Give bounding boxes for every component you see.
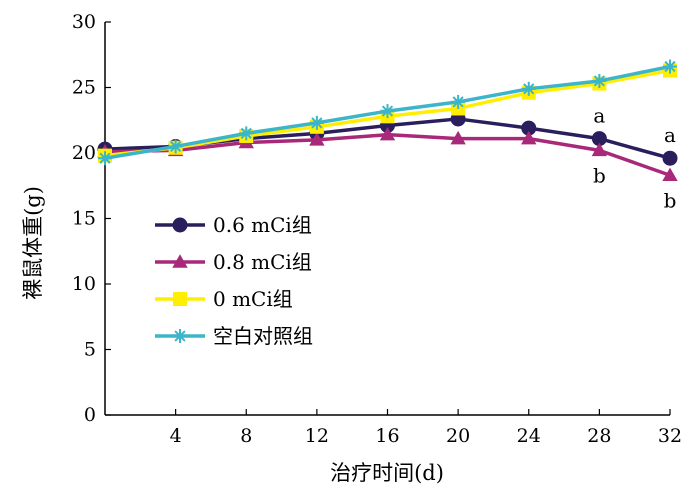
x-tick-label: 8 — [240, 425, 252, 447]
data-point-triangle — [591, 142, 608, 157]
x-tick-label: 24 — [517, 425, 541, 447]
annotation-label: b — [664, 188, 677, 212]
annotation-label: b — [593, 163, 606, 187]
data-point-triangle — [521, 130, 537, 145]
x-tick-label: 12 — [305, 425, 329, 447]
y-axis-title: 裸鼠体重(g) — [21, 186, 45, 300]
annotation-label: a — [593, 104, 605, 128]
y-tick-label: 15 — [72, 208, 96, 230]
x-axis-title: 治疗时间(d) — [330, 461, 444, 485]
data-point-asterisk — [592, 73, 607, 88]
data-point-asterisk — [380, 104, 395, 119]
data-point-asterisk — [309, 115, 324, 130]
legend-label: 0 mCi组 — [213, 287, 293, 311]
x-tick-label: 4 — [170, 425, 182, 447]
asterisk-stroke — [593, 75, 605, 87]
asterisk-stroke — [381, 105, 394, 117]
data-point-triangle — [450, 130, 466, 145]
y-tick-label: 10 — [72, 273, 96, 295]
legend-label: 0.6 mCi组 — [213, 213, 312, 237]
data-point-square — [173, 292, 187, 306]
asterisk-stroke — [240, 127, 252, 139]
annotation-layer: a b a b — [593, 104, 676, 213]
data-point-triangle — [172, 254, 188, 268]
y-tick-label: 5 — [84, 339, 96, 361]
data-point-asterisk — [663, 59, 677, 74]
x-tick-label: 16 — [375, 425, 399, 447]
legend-item-2: 0 mCi组 — [155, 287, 293, 311]
data-point-circle — [662, 150, 678, 166]
series-line — [104, 132, 671, 177]
legend-label: 0.8 mCi组 — [213, 250, 312, 274]
legend-label: 空白对照组 — [213, 324, 313, 348]
series-1 — [97, 126, 678, 182]
y-tick-label: 20 — [72, 142, 96, 164]
series-layer — [97, 59, 678, 182]
data-point-triangle — [662, 167, 678, 182]
asterisk-stroke — [452, 96, 464, 108]
y-tick-label: 25 — [72, 77, 96, 99]
axes: 0 5 10 15 20 25 30 4 8 12 16 20 24 28 32 — [72, 11, 682, 447]
legend-item-1: 0.8 mCi组 — [155, 250, 312, 274]
legend-item-3: 空白对照组 — [155, 324, 313, 348]
data-point-asterisk — [239, 126, 254, 141]
asterisk-stroke — [664, 60, 676, 73]
data-point-triangle — [379, 126, 396, 141]
data-point-asterisk — [168, 139, 183, 154]
data-point-asterisk — [451, 94, 466, 109]
y-tick-label: 30 — [72, 11, 96, 33]
asterisk-stroke — [311, 117, 323, 129]
data-point-asterisk — [521, 81, 536, 96]
asterisk-stroke — [523, 83, 535, 95]
asterisk-stroke — [174, 330, 186, 342]
legend-item-0: 0.6 mCi组 — [155, 213, 312, 237]
x-tick-label: 28 — [587, 425, 611, 447]
x-tick-label: 32 — [658, 425, 682, 447]
series-3 — [98, 59, 677, 166]
data-point-asterisk — [173, 329, 187, 343]
asterisk-stroke — [170, 140, 182, 153]
data-point-asterisk — [98, 151, 112, 166]
annotation-label: a — [664, 123, 676, 147]
asterisk-stroke — [99, 152, 111, 164]
data-point-triangle — [309, 132, 325, 146]
x-tick-label: 20 — [446, 425, 470, 447]
data-point-circle — [172, 217, 188, 233]
y-tick-label: 0 — [84, 404, 96, 426]
